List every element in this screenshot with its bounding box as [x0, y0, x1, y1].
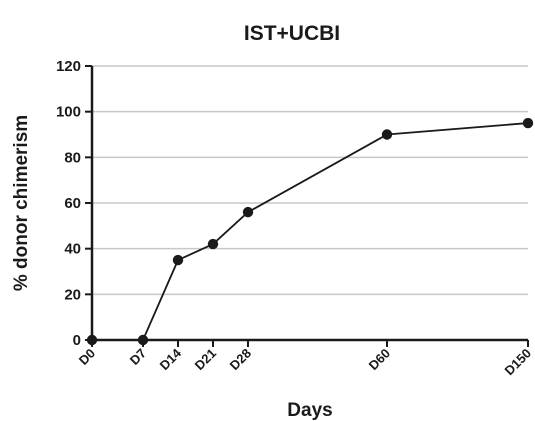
y-tick-label: 100	[56, 104, 81, 121]
data-point	[86, 334, 98, 346]
data-point	[242, 206, 254, 218]
x-axis: D0 D7 D14 D21 D28 D60 D150	[76, 338, 535, 379]
y-tick-label: 20	[64, 286, 81, 303]
y-axis: 0 20 40 60 80 100 120	[56, 58, 94, 349]
x-tick-label: D21	[192, 346, 219, 373]
series-group	[86, 117, 534, 346]
chart-title: IST+UCBI	[244, 22, 340, 45]
data-point	[207, 238, 219, 250]
x-tick-label: D7	[127, 346, 149, 368]
x-tick-label: D28	[227, 346, 254, 373]
y-tick-label: 40	[64, 241, 81, 258]
data-point	[381, 129, 393, 140]
x-tick-label: D60	[366, 346, 393, 373]
data-point	[137, 334, 149, 346]
y-tick-label: 120	[56, 58, 81, 75]
grid-lines	[92, 65, 528, 296]
x-axis-label: Days	[287, 400, 332, 421]
y-axis-label: % donor chimerism	[11, 115, 32, 291]
y-tick-label: 80	[64, 149, 81, 166]
y-tick-label: 0	[73, 332, 81, 349]
data-point	[522, 117, 534, 129]
x-tick-label: D14	[157, 345, 185, 373]
series-line	[92, 122, 529, 341]
y-tick-label: 60	[64, 195, 81, 212]
x-tick-label: D150	[502, 346, 535, 379]
data-point	[172, 254, 184, 266]
